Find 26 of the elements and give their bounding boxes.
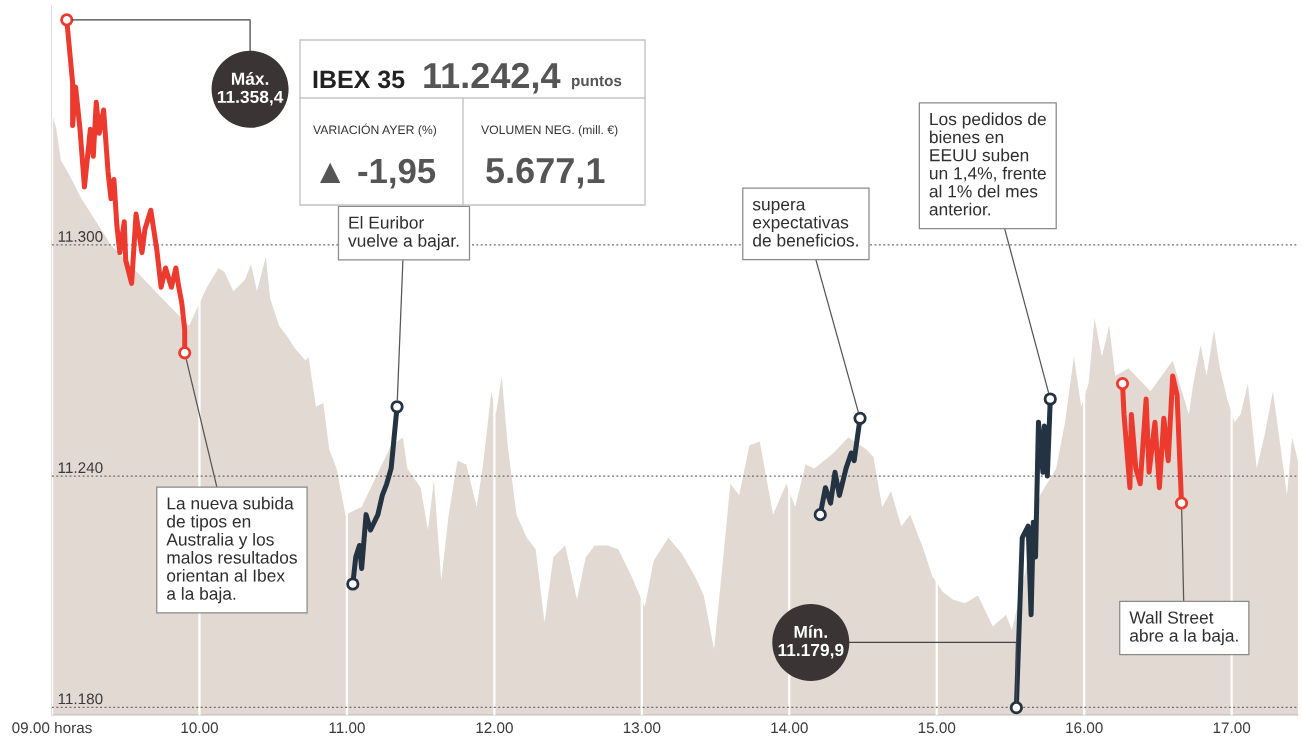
annotation: Máx. 11.358,4 (217, 72, 284, 106)
x-tick-label: 17.00 (1213, 722, 1251, 734)
y-tick-label: 11.300 (58, 231, 103, 242)
annotation: Los pedidos de bienes en EEUU suben un 1,4%, frente al 1% del mes anterior. (929, 112, 1046, 216)
text: IBEX 35 (313, 70, 405, 89)
x-tick-label: 15.00 (918, 722, 956, 734)
annotation: supera expectativas de beneficios. (752, 200, 858, 247)
x-tick-label: 13.00 (623, 722, 661, 734)
annotation: 5.677,1 (486, 157, 605, 189)
annotation: ▲ -1,95 (320, 158, 436, 189)
annotation: puntos (572, 76, 622, 90)
annotation: La nueva subida de tipos en Australia y los malos resultados orientan al Ibex a la baja. (166, 496, 297, 604)
x-tick-label: 12.00 (476, 722, 513, 734)
x-tick-label: 16.00 (1066, 722, 1103, 734)
annotation: 11.242,4 (424, 62, 561, 94)
annotation: VARIACIÓN AYER (%) (313, 123, 437, 137)
x-tick-label: 10.00 (181, 722, 218, 734)
annotation: El Euribor vuelve a bajar. (348, 216, 459, 251)
annotation: Mín. 11.179,9 (778, 625, 844, 659)
x-tick-label: 11.00 (329, 722, 365, 734)
y-tick-label: 11.240 (58, 462, 103, 474)
annotation: Wall Street abre a la baja. (1129, 610, 1238, 646)
y-tick-label: 11.180 (58, 693, 103, 705)
x-tick-label: 14.00 (771, 722, 808, 734)
annotation: VOLUMEN NEG. (mill. €) (481, 125, 618, 137)
x-tick-label: 09.00 horas (12, 721, 92, 734)
